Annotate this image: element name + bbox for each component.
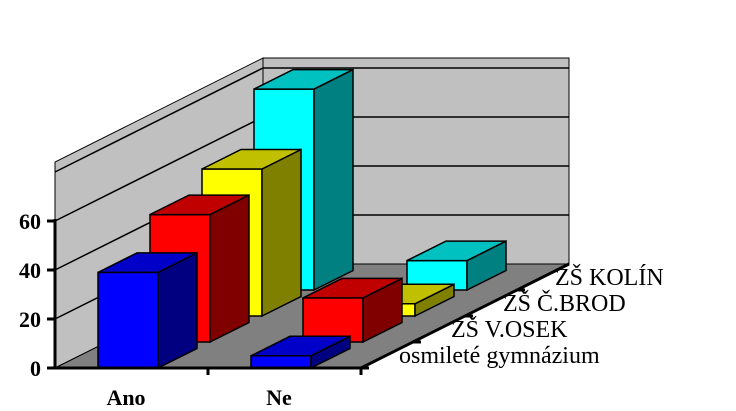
bar-top — [406, 240, 507, 262]
series-label: ZŠ KOLÍN — [555, 264, 664, 291]
bar-3-1 — [406, 239, 507, 292]
x-category-label: Ano — [106, 385, 145, 410]
bar-0-0 — [97, 251, 198, 370]
bar-side — [209, 193, 250, 344]
y-tick-label: 60 — [19, 209, 41, 234]
bar-top — [250, 335, 351, 357]
bar-side — [261, 148, 302, 318]
bar-front — [250, 355, 312, 369]
y-tick-label: 0 — [30, 356, 41, 381]
bar-front — [302, 297, 364, 343]
bar-0-1 — [250, 335, 351, 370]
bar-top — [149, 194, 250, 216]
bar-top — [253, 68, 354, 90]
bar-front — [97, 271, 159, 369]
series-label: ZŠ Č.BROD — [503, 290, 626, 317]
y-tick-label: 40 — [19, 258, 41, 283]
bar-1-1 — [302, 277, 403, 344]
bar-top — [302, 277, 403, 299]
series-label: ZŠ V.OSEK — [451, 316, 568, 343]
series-label: osmileté gymnázium — [399, 343, 600, 369]
bar-top — [201, 148, 302, 170]
y-tick-label: 20 — [19, 307, 41, 332]
x-category-label: Ne — [266, 385, 292, 410]
bar-side — [313, 68, 354, 292]
gridline — [54, 67, 569, 173]
bar-top — [97, 252, 198, 274]
